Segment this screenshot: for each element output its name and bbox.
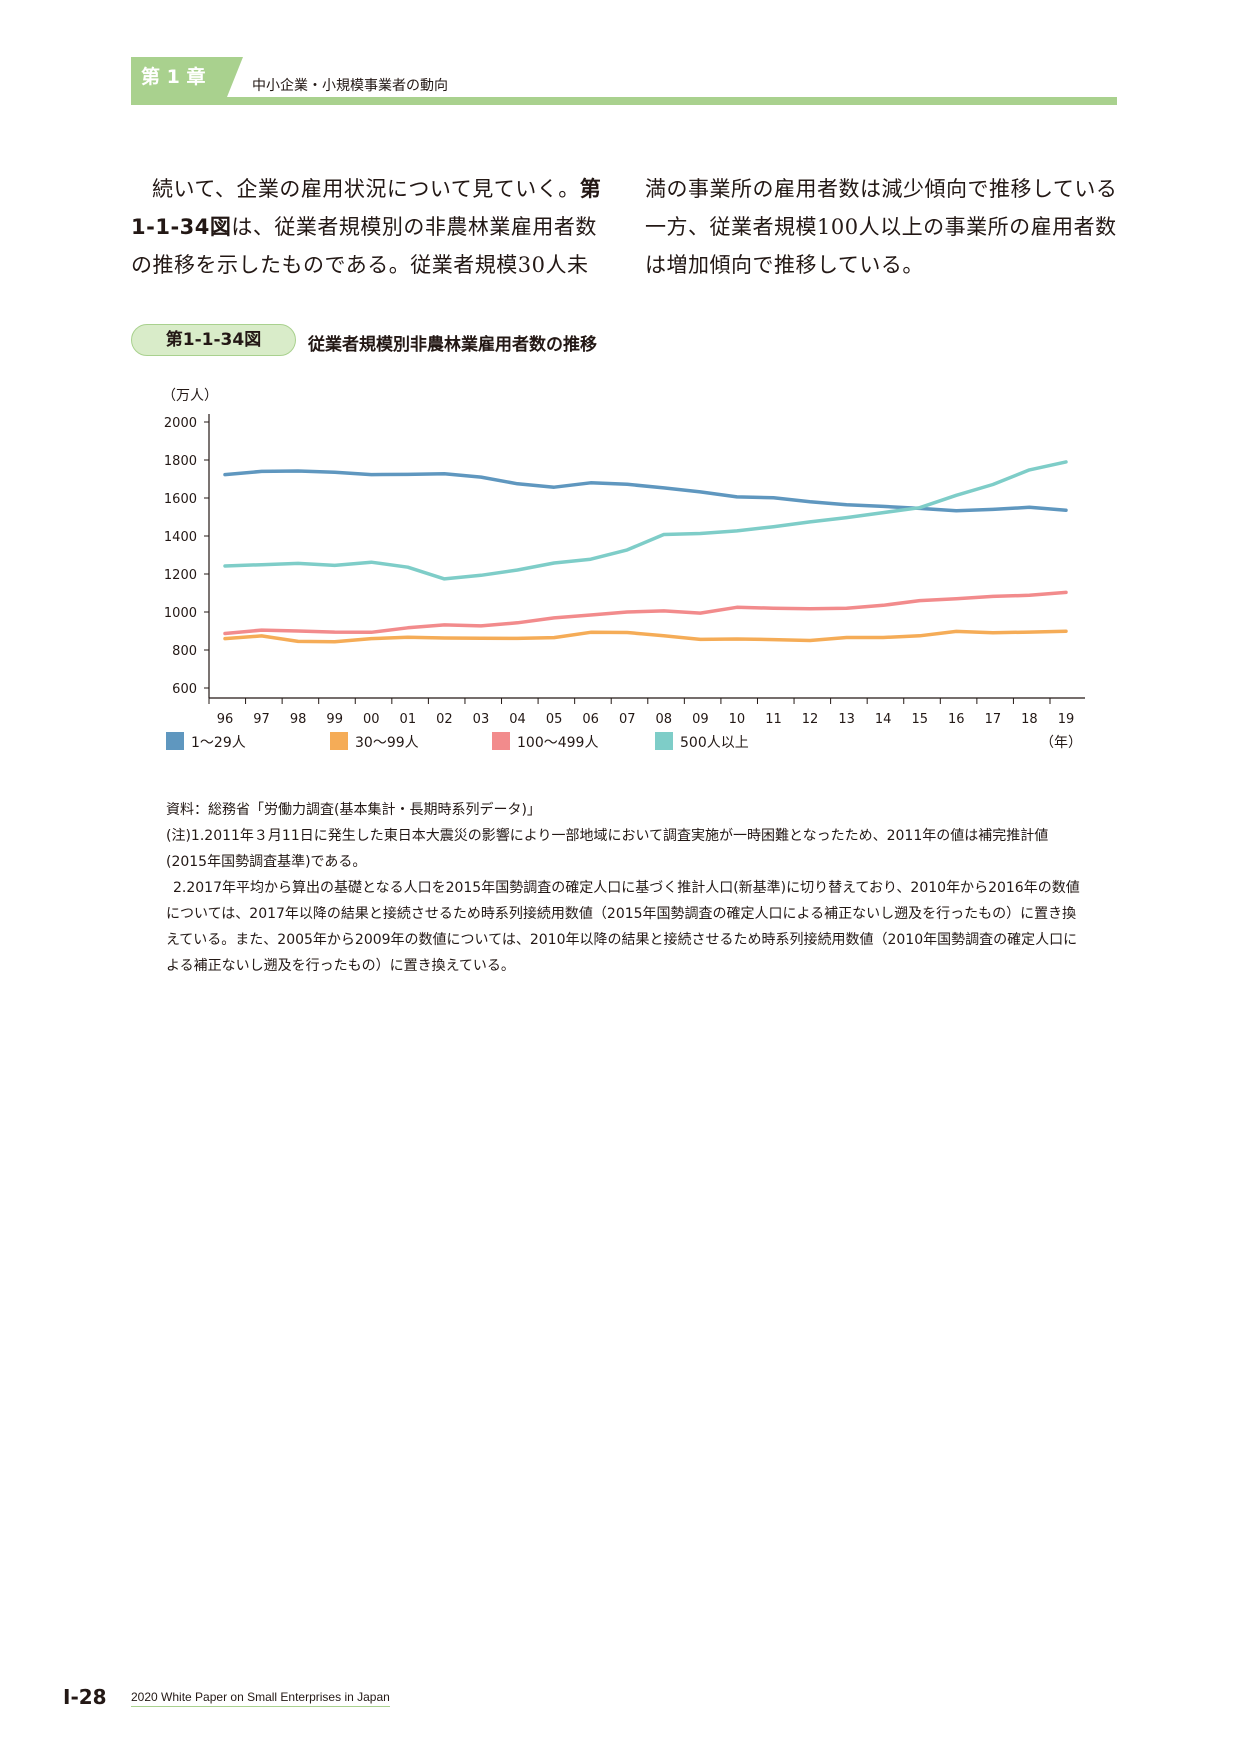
x-tick-label: 03 [473,712,490,727]
header-rule [131,97,1117,105]
y-tick-label: 800 [172,644,197,659]
x-tick-label: 12 [802,712,819,727]
figure-title: 従業者規模別非農林業雇用者数の推移 [308,335,597,355]
body-left-rest: は、従業者規模別の非農林業雇用者数の推移を示したものである。従業者規模30人未 [131,215,597,277]
x-tick-label: 97 [253,712,270,727]
x-tick-label: 10 [729,712,746,727]
note-2: 2.2017年平均から算出の基礎となる人口を2015年国勢調査の確定人口に基づく… [166,880,1080,974]
y-tick-label: 1000 [164,606,197,621]
y-tick-label: 1400 [164,530,197,545]
publication-title: 2020 White Paper on Small Enterprises in… [131,1690,390,1707]
x-tick-label: 11 [765,712,782,727]
y-unit-label: （万人） [162,388,218,404]
x-tick-label: 09 [692,712,709,727]
chapter-tab: 第 1 章 [131,57,227,97]
body-text-left: 続いて、企業の雇用状況について見ていく。第1-1-34図は、従業者規模別の非農林… [131,170,606,284]
x-tick-label: 99 [326,712,343,727]
legend-label-3: 100～499人 [517,735,598,751]
x-tick-label: 14 [875,712,892,727]
x-tick-label: 06 [582,712,599,727]
x-unit-label: （年） [1040,735,1082,751]
x-tick-label: 16 [948,712,965,727]
x-tick-label: 18 [1021,712,1038,727]
legend-swatch-2 [330,732,348,750]
y-tick-label: 1200 [164,568,197,583]
legend-swatch-1 [166,732,184,750]
x-tick-label: 01 [400,712,417,727]
x-tick-label: 17 [985,712,1002,727]
source-note: 資料：総務省「労働力調査(基本集計・長期時系列データ)」 [166,802,541,818]
page-number: Ⅰ-28 [63,1685,107,1709]
legend-label-2: 30～99人 [355,735,419,751]
note-1: (注)1.2011年３月11日に発生した東日本大震災の影響により一部地域において… [166,828,1049,870]
legend-label-4: 500人以上 [680,735,749,751]
body-left-lead: 続いて、企業の雇用状況について見ていく。 [152,177,580,201]
x-tick-label: 04 [509,712,526,727]
series-line-4 [223,460,1068,581]
x-tick-label: 08 [656,712,673,727]
x-tick-label: 07 [619,712,636,727]
x-tick-label: 02 [436,712,453,727]
x-tick-label: 19 [1058,712,1075,727]
x-tick-label: 15 [911,712,928,727]
x-tick-label: 00 [363,712,380,727]
chart-series [223,460,1068,644]
y-tick-label: 1600 [164,492,197,507]
series-line-1 [223,469,1068,513]
x-tick-label: 13 [838,712,855,727]
series-line-3 [223,590,1068,636]
chart-legend: 1～29人 30～99人 100～499人 500人以上 （年） [166,732,1082,751]
x-tick-label: 98 [290,712,307,727]
y-tick-label: 2000 [164,416,197,431]
legend-swatch-3 [492,732,510,750]
x-tick-label: 05 [546,712,563,727]
figure-number: 第1-1-34図 [131,324,296,356]
chapter-title: 中小企業・小規模事業者の動向 [252,78,448,94]
y-tick-label: 1800 [164,454,197,469]
legend-swatch-4 [655,732,673,750]
figure-reference: 第1-1-34図 [131,177,602,239]
series-line-2 [223,629,1068,644]
body-text-right: 満の事業所の雇用者数は減少傾向で推移している一方、従業者規模100人以上の事業所… [645,177,1118,277]
chapter-tab-slant [227,57,243,97]
x-tick-label: 96 [217,712,234,727]
legend-label-1: 1～29人 [191,735,246,751]
figure-notes: 資料：総務省「労働力調査(基本集計・長期時系列データ)」 (注)1.2011年３… [166,797,1086,979]
y-tick-label: 600 [172,682,197,697]
